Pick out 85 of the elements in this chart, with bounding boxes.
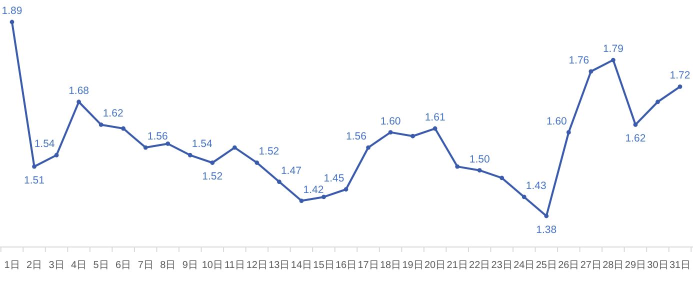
data-label: 1.79 — [602, 43, 624, 56]
data-label: 1.68 — [68, 84, 90, 97]
point — [277, 180, 282, 184]
point — [410, 134, 415, 138]
point — [10, 20, 14, 24]
point — [566, 130, 571, 135]
point — [477, 168, 482, 173]
point — [322, 194, 326, 200]
point — [432, 126, 438, 131]
x-tick-label: 9日 — [182, 260, 198, 271]
x-tick-label: 12日 — [246, 260, 268, 271]
point — [544, 214, 549, 218]
x-tick-label: 19日 — [402, 260, 424, 271]
x-tick-label: 29日 — [624, 260, 646, 271]
x-tick-label: 25日 — [536, 260, 557, 271]
data-label: 1.54 — [34, 138, 55, 150]
point — [98, 122, 104, 127]
data-label: 1.51 — [24, 174, 45, 187]
x-tick-label: 7日 — [138, 260, 154, 271]
data-label: 1.89 — [2, 5, 22, 17]
x-tick-label: 22日 — [469, 260, 490, 271]
data-label: 1.61 — [424, 112, 446, 124]
data-label: 1.45 — [324, 172, 344, 184]
x-tick-label: 11日 — [224, 260, 245, 271]
data-label: 1.47 — [280, 164, 302, 177]
data-label: 1.56 — [346, 130, 367, 143]
data-label: 1.50 — [469, 153, 490, 166]
x-tick-label: 23日 — [491, 260, 512, 271]
point — [210, 160, 215, 165]
data-label: 1.62 — [625, 132, 646, 145]
point — [166, 142, 170, 146]
point — [32, 164, 36, 169]
point — [522, 194, 526, 200]
point — [678, 84, 682, 89]
point — [232, 145, 237, 150]
point — [455, 164, 460, 169]
point — [588, 69, 594, 74]
x-tick-label: 16日 — [335, 260, 357, 271]
data-label: 1.60 — [380, 115, 401, 128]
x-tick-label: 17日 — [358, 260, 379, 271]
point — [54, 152, 59, 158]
point — [121, 126, 126, 131]
point — [633, 122, 638, 127]
data-label: 1.60 — [546, 115, 568, 128]
x-tick-label: 24日 — [514, 260, 535, 271]
x-tick-label: 13日 — [268, 260, 290, 271]
point — [76, 100, 81, 104]
data-label: 1.62 — [102, 108, 124, 120]
data-label: 1.38 — [536, 224, 557, 236]
point — [500, 176, 504, 180]
point — [344, 187, 348, 192]
x-tick-label: 26日 — [558, 260, 580, 271]
data-label: 1.52 — [202, 170, 223, 183]
point — [656, 100, 660, 104]
x-tick-label: 31日 — [669, 260, 691, 271]
data-label: 1.54 — [192, 138, 213, 150]
point — [611, 58, 616, 62]
x-tick-label: 4日 — [71, 260, 87, 271]
x-tick-label: 15日 — [313, 260, 334, 271]
x-tick-label: 30日 — [647, 260, 668, 271]
x-tick-label: 1日 — [4, 260, 20, 271]
data-label: 1.76 — [568, 54, 590, 66]
x-tick-label: 3日 — [48, 260, 64, 271]
x-tick-label: 14日 — [290, 260, 312, 271]
data-label: 1.72 — [670, 70, 690, 82]
point — [143, 145, 148, 150]
x-tick-label: 8日 — [160, 260, 176, 271]
x-tick-label: 28日 — [602, 260, 624, 271]
x-tick-label: 27日 — [580, 260, 602, 271]
data-label: 1.52 — [258, 146, 280, 158]
point — [254, 160, 260, 165]
point — [366, 145, 370, 150]
point — [388, 130, 393, 135]
x-tick-label: 20日 — [424, 260, 446, 271]
data-label: 1.43 — [526, 180, 547, 192]
x-tick-label: 6日 — [116, 260, 132, 271]
x-tick-label: 2日 — [26, 260, 42, 271]
data-label: 1.56 — [147, 130, 168, 143]
point — [188, 152, 192, 158]
x-tick-label: 5日 — [93, 260, 109, 271]
x-tick-label: 21日 — [446, 260, 468, 271]
x-tick-label: 10日 — [202, 260, 223, 271]
data-label: 1.42 — [303, 184, 324, 196]
point — [299, 198, 304, 203]
x-tick-label: 18日 — [380, 260, 402, 271]
